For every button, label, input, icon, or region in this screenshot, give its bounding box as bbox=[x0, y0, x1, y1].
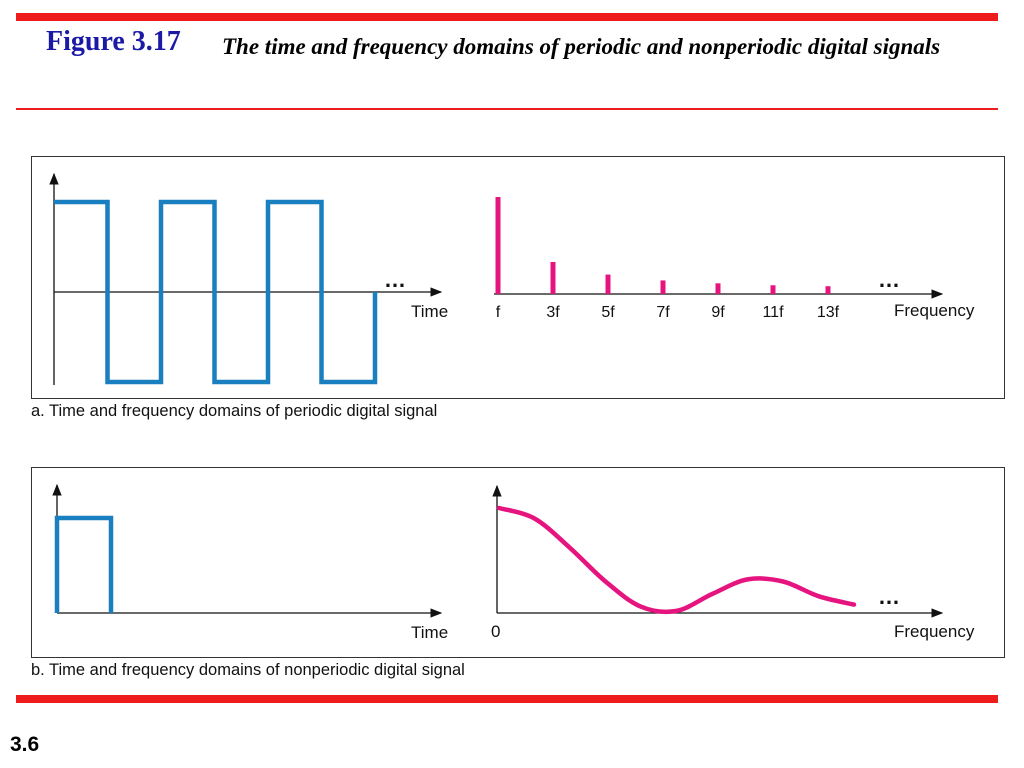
spectrum-lines bbox=[495, 197, 831, 294]
panel-b-caption: b. Time and frequency domains of nonperi… bbox=[31, 661, 465, 679]
spectrum-line-f bbox=[495, 197, 501, 294]
single-pulse bbox=[54, 515, 114, 613]
spectrum-line-9f bbox=[715, 283, 721, 294]
bottom-rule bbox=[16, 695, 998, 703]
top-rule bbox=[16, 13, 998, 21]
tick-label-3f: 3f bbox=[546, 304, 560, 321]
periodic-signal-diagram: … Time f 3f 5f 7f 9f 11f 13f … Frequency bbox=[49, 172, 975, 385]
spectrum-line-7f bbox=[660, 280, 666, 294]
slide-number: 3.6 bbox=[10, 733, 40, 756]
tick-label-f: f bbox=[496, 304, 501, 321]
spectrum-line-5f bbox=[605, 274, 611, 294]
figure-label: Figure 3.17 bbox=[46, 26, 181, 57]
continuous-spectrum-curve bbox=[496, 505, 857, 615]
spectrum-line-3f bbox=[550, 261, 556, 294]
nonperiodic-signal-diagram: Time 0 … Frequency bbox=[52, 483, 975, 642]
spectrum-ellipsis: … bbox=[878, 584, 900, 609]
figure-caption: The time and frequency domains of period… bbox=[222, 34, 941, 59]
spectrum-line-11f bbox=[770, 285, 776, 294]
tick-label-9f: 9f bbox=[711, 304, 725, 321]
pulse-time-label: Time bbox=[411, 623, 448, 642]
panel-periodic: … Time f 3f 5f 7f 9f 11f 13f … Frequency bbox=[31, 156, 1005, 399]
tick-label-5f: 5f bbox=[601, 304, 615, 321]
time-axis-label: Time bbox=[411, 302, 448, 321]
panel-nonperiodic: Time 0 … Frequency bbox=[31, 467, 1005, 658]
frequency-axis-label: Frequency bbox=[894, 301, 975, 320]
spectrum-line-13f bbox=[825, 286, 831, 294]
panel-a-caption: a. Time and frequency domains of periodi… bbox=[31, 402, 438, 420]
tick-label-11f: 11f bbox=[762, 304, 784, 321]
frequency-ellipsis: … bbox=[878, 267, 900, 292]
header-underline bbox=[16, 108, 998, 110]
tick-label-13f: 13f bbox=[817, 304, 840, 321]
origin-label: 0 bbox=[491, 622, 500, 641]
spectrum-axis-label: Frequency bbox=[894, 622, 975, 641]
periodic-square-wave bbox=[54, 199, 378, 385]
harmonic-tick-labels: f 3f 5f 7f 9f 11f 13f bbox=[496, 304, 840, 321]
tick-label-7f: 7f bbox=[656, 304, 670, 321]
time-ellipsis: … bbox=[384, 267, 406, 292]
